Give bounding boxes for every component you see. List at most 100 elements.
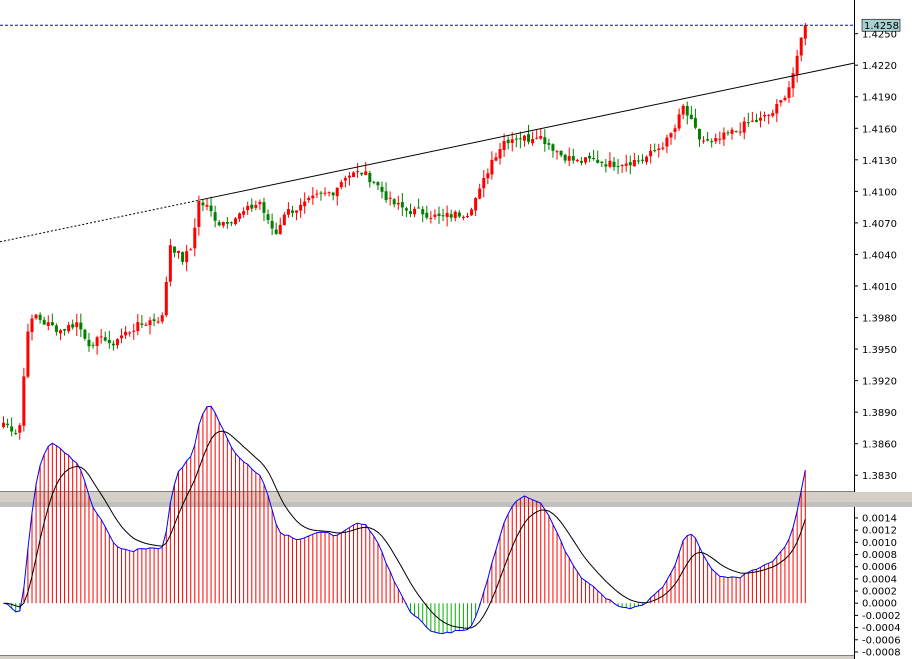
candle xyxy=(140,315,144,329)
candle xyxy=(791,67,795,98)
macd-axis-tick-label: 0.0008 xyxy=(862,550,897,561)
candle xyxy=(67,321,71,334)
candle xyxy=(421,206,425,223)
candle xyxy=(461,215,465,221)
candle xyxy=(673,124,677,140)
macd-axis-area xyxy=(854,507,912,659)
trendline-solid xyxy=(200,62,855,201)
macd-axis-tick-label: 0.0010 xyxy=(862,538,897,549)
price-axis-tick-label: 1.3860 xyxy=(862,440,897,451)
candle xyxy=(181,251,185,265)
candle xyxy=(640,154,644,164)
candle xyxy=(307,195,311,203)
candle xyxy=(71,319,75,330)
macd-signal-line xyxy=(3,430,806,629)
candle xyxy=(563,153,567,164)
candle xyxy=(254,200,258,211)
candle xyxy=(368,170,372,188)
candle xyxy=(384,182,388,203)
price-axis-tick-label: 1.4040 xyxy=(862,250,897,261)
candle xyxy=(343,175,347,188)
candle xyxy=(91,342,95,349)
candle xyxy=(46,315,50,331)
candle xyxy=(168,238,172,287)
candle xyxy=(681,104,685,120)
candle xyxy=(494,152,498,162)
candle xyxy=(160,312,164,324)
candle xyxy=(750,112,754,123)
trendline[interactable] xyxy=(0,62,855,243)
price-axis-tick-label: 1.4010 xyxy=(862,282,897,293)
candle xyxy=(759,111,763,128)
candle xyxy=(266,209,270,225)
candle xyxy=(433,209,437,220)
candle xyxy=(99,329,103,344)
candle xyxy=(205,198,209,211)
candle xyxy=(380,181,384,199)
panel-separator[interactable] xyxy=(0,502,912,507)
macd-axis-tick-label: 0.0014 xyxy=(862,513,897,524)
price-panel[interactable]: 1.4250 1.4220 1.4190 1.4160 1.4130 1.4100 1.40… xyxy=(0,0,912,492)
candle xyxy=(376,181,380,191)
candle xyxy=(616,158,620,175)
candle xyxy=(510,132,514,152)
macd-axis-tick-label: -0.0008 xyxy=(862,647,901,658)
candle xyxy=(50,313,54,327)
candle xyxy=(584,157,588,165)
candle xyxy=(746,112,750,128)
candle xyxy=(152,313,156,327)
candle xyxy=(124,326,128,340)
price-candles xyxy=(2,22,807,440)
candle xyxy=(445,205,449,227)
candle xyxy=(575,158,579,163)
candle xyxy=(522,134,526,147)
candle xyxy=(429,211,433,224)
candle xyxy=(795,49,799,83)
candle xyxy=(767,113,771,125)
candle xyxy=(783,95,787,102)
candle xyxy=(722,127,726,146)
candle xyxy=(730,127,734,140)
candle xyxy=(628,155,632,175)
current-price-text: 1.4258 xyxy=(864,21,899,32)
macd-main-line xyxy=(3,405,806,635)
candle xyxy=(417,198,421,209)
candle xyxy=(689,105,693,120)
macd-axis-tick-label: 0.0012 xyxy=(862,526,897,537)
candle xyxy=(779,100,783,107)
candle xyxy=(453,210,457,222)
candle xyxy=(303,192,307,214)
candle xyxy=(335,187,339,206)
price-axis-tick-label: 1.3980 xyxy=(862,314,897,325)
current-price-label: 1.4258 xyxy=(861,18,901,32)
candle xyxy=(710,138,714,148)
candle xyxy=(311,187,315,205)
candle xyxy=(498,143,502,165)
candle xyxy=(775,99,779,123)
candle xyxy=(470,207,474,216)
candle xyxy=(323,187,327,197)
candle xyxy=(128,331,132,337)
candle xyxy=(632,152,636,167)
candle xyxy=(282,211,286,226)
candle xyxy=(539,128,543,140)
candle xyxy=(388,191,392,206)
candle xyxy=(63,328,67,336)
candle xyxy=(327,191,331,197)
candle xyxy=(600,161,604,168)
candle xyxy=(75,313,79,337)
price-axis-tick-label: 1.3890 xyxy=(862,408,897,419)
price-axis-ticks: 1.4250 1.4220 1.4190 1.4160 1.4130 1.4100 1.40… xyxy=(854,30,897,482)
candle xyxy=(213,205,217,228)
candle xyxy=(669,132,673,145)
candle xyxy=(79,313,83,338)
candle xyxy=(465,212,469,219)
candle xyxy=(295,210,299,221)
candle xyxy=(636,155,640,165)
candle xyxy=(229,221,233,227)
candle xyxy=(702,136,706,144)
candle xyxy=(604,158,608,173)
